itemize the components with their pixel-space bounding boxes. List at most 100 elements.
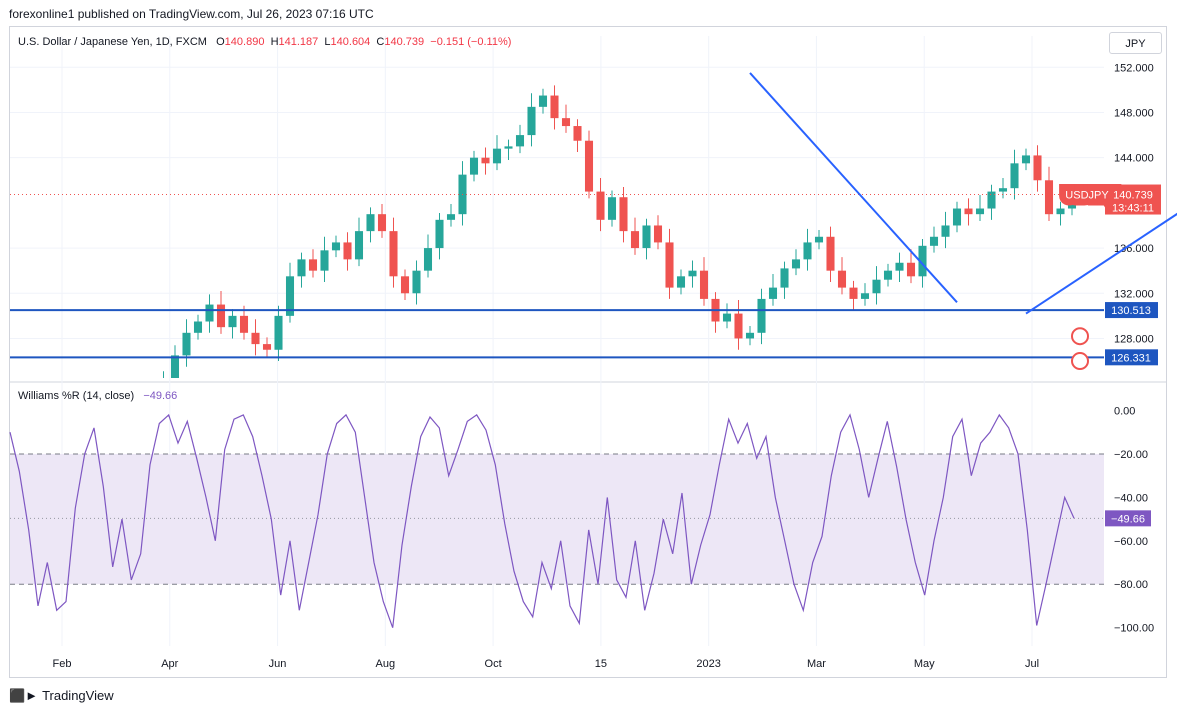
candle-body xyxy=(872,279,881,294)
footer-brand[interactable]: ⬛► TradingView xyxy=(9,688,114,704)
candle-body xyxy=(768,287,778,299)
candle-body xyxy=(1056,208,1065,215)
candle-body xyxy=(205,304,214,322)
change-value: −0.151 (−0.11%) xyxy=(430,36,512,48)
open-value: 140.890 xyxy=(224,36,265,48)
event-marker-icon xyxy=(1071,327,1089,346)
candle-body xyxy=(676,276,686,288)
brand-name: TradingView xyxy=(42,688,114,703)
time-axis-label: Mar xyxy=(807,658,826,670)
chart-frame xyxy=(9,26,1167,678)
time-axis-label: Aug xyxy=(376,658,396,670)
open-label: O xyxy=(216,36,225,48)
high-label: H xyxy=(270,36,279,48)
candle-body xyxy=(400,276,410,294)
candle-body xyxy=(389,231,398,277)
time-axis-label: Jun xyxy=(269,658,287,670)
candle-body xyxy=(906,262,916,277)
candle-body xyxy=(573,126,582,141)
candle-body xyxy=(653,225,663,243)
candle-body xyxy=(239,315,249,333)
candle-body xyxy=(320,250,329,271)
candle-body xyxy=(228,315,237,328)
support-price-label: 130.513 xyxy=(1111,305,1151,317)
candle-body xyxy=(377,214,387,232)
price-tick-label: 132.000 xyxy=(1114,288,1154,300)
candle-body xyxy=(1021,155,1031,164)
time-axis-label: Jul xyxy=(1025,658,1039,670)
candle-body xyxy=(584,140,594,192)
candle-body xyxy=(596,191,605,220)
candle-body xyxy=(619,197,628,232)
candle-body xyxy=(435,219,444,249)
high-value: 141.187 xyxy=(278,36,319,48)
trendline-downtrend xyxy=(749,72,958,303)
williams-legend: Williams %R (14, close) −49.66 xyxy=(18,390,177,402)
candle-body xyxy=(722,313,732,322)
time-axis-label: Oct xyxy=(485,658,502,670)
candle-body xyxy=(216,304,226,328)
candle-body xyxy=(182,332,191,356)
candle-body xyxy=(1067,194,1077,209)
candle-body xyxy=(1033,155,1042,181)
candle-body xyxy=(607,197,617,220)
candle-body xyxy=(561,118,571,127)
time-axis-label: 2023 xyxy=(696,658,720,670)
candle-body xyxy=(354,231,364,260)
williams-series-line xyxy=(9,413,1075,628)
candle-body xyxy=(285,276,295,316)
candle-body xyxy=(791,259,801,269)
time-axis-label: Apr xyxy=(161,658,178,670)
candle-body xyxy=(665,242,674,288)
candle-body xyxy=(929,236,939,246)
candle-body xyxy=(297,259,306,277)
time-axis-label: May xyxy=(914,658,935,670)
price-tick-label: 128.000 xyxy=(1114,333,1154,345)
williams-title: Williams %R (14, close) xyxy=(18,390,135,402)
candle-body xyxy=(757,298,766,333)
candle-body xyxy=(883,270,893,280)
candle-body xyxy=(699,270,709,299)
candle-body xyxy=(688,270,697,277)
williams-tick-label: −20.00 xyxy=(1114,449,1148,461)
symbol-name: U.S. Dollar / Japanese Yen, 1D, FXCM xyxy=(18,36,207,48)
close-value: 140.739 xyxy=(384,36,425,48)
trendline-uptrend xyxy=(1025,212,1177,315)
candle-body xyxy=(780,268,789,288)
support-price-tag xyxy=(1105,302,1158,319)
candle-body xyxy=(860,293,870,299)
support-price-label: 126.331 xyxy=(1111,352,1151,364)
candle-body xyxy=(803,242,812,260)
candle-body xyxy=(331,242,341,251)
candle-body xyxy=(308,259,318,271)
flag-event-icon xyxy=(1071,352,1089,371)
publisher-info: forexonline1 published on TradingView.co… xyxy=(9,7,374,21)
williams-band xyxy=(10,453,1104,585)
williams-value: −49.66 xyxy=(143,390,178,402)
williams-value-tag xyxy=(1105,510,1151,527)
low-value: 140.604 xyxy=(330,36,371,48)
candle-body xyxy=(550,95,559,119)
candle-body xyxy=(343,242,352,260)
candle-body xyxy=(515,135,525,147)
time-axis-label: Feb xyxy=(53,658,72,670)
candle-body xyxy=(630,231,640,249)
currency-button[interactable]: JPY xyxy=(1109,32,1162,54)
candle-body xyxy=(193,321,203,333)
candle-body xyxy=(504,146,513,149)
williams-value-label: −49.66 xyxy=(1111,513,1145,525)
price-tick-label: 136.000 xyxy=(1114,243,1154,255)
candle-body xyxy=(412,270,421,294)
candle-body xyxy=(837,270,847,288)
candle-body xyxy=(734,313,743,339)
candle-body xyxy=(1044,180,1054,215)
symbol-legend: U.S. Dollar / Japanese Yen, 1D, FXCM O14… xyxy=(18,36,511,48)
time-axis-label: 15 xyxy=(595,658,607,670)
candle-body xyxy=(262,344,272,350)
williams-tick-label: 0.00 xyxy=(1114,406,1135,418)
tradingview-logo-icon: ⬛► xyxy=(9,688,39,703)
candle-body xyxy=(527,106,536,136)
williams-tick-label: −100.00 xyxy=(1114,623,1154,635)
candle-body xyxy=(964,208,973,215)
